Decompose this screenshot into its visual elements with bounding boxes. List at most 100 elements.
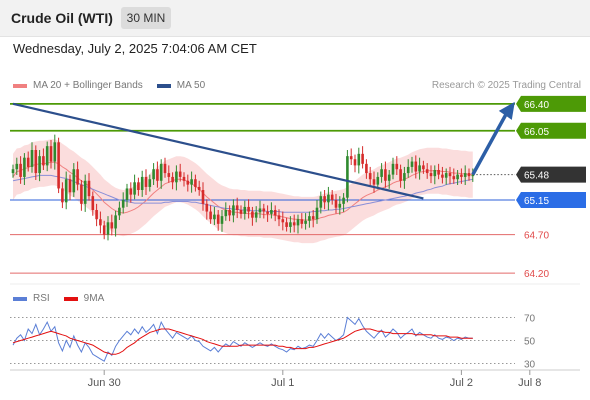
- candle-body: [53, 142, 57, 162]
- candle-body: [285, 222, 288, 227]
- candle-body: [224, 210, 228, 217]
- candle-body: [133, 182, 136, 195]
- candle-body: [342, 197, 345, 204]
- candle-body: [346, 156, 349, 198]
- candle-body: [429, 173, 433, 177]
- candle-body: [30, 150, 34, 167]
- candle-body: [376, 176, 380, 185]
- candle-body: [80, 184, 83, 204]
- candle-body: [140, 176, 144, 190]
- candle-body: [372, 179, 376, 185]
- legend-item-9ma: 9MA: [63, 293, 105, 304]
- candle-body: [304, 220, 307, 224]
- report-timestamp: Wednesday, July 2, 2025 7:04:06 AM CET: [13, 41, 257, 56]
- level-label-66.40: 66.40: [524, 100, 549, 111]
- candle-body: [380, 169, 383, 177]
- legend-item-rsi: RSI: [13, 293, 50, 304]
- candle-body: [190, 179, 193, 185]
- candle-body: [251, 211, 254, 218]
- candle-body: [327, 194, 330, 203]
- candle-body: [129, 188, 133, 195]
- candle-body: [266, 211, 269, 214]
- candles-layer: [11, 134, 475, 241]
- candle-body: [34, 150, 38, 174]
- level-tag-65.15: [516, 192, 586, 208]
- candle-body: [292, 222, 296, 226]
- candle-body: [349, 156, 353, 160]
- candle-body: [194, 179, 197, 187]
- rsi-tick-label: 50: [524, 337, 536, 348]
- candle-body: [11, 169, 15, 174]
- bollinger-band: [13, 139, 473, 244]
- candle-body: [353, 159, 357, 166]
- candle-body: [83, 180, 87, 204]
- candle-body: [235, 205, 239, 210]
- interval-badge[interactable]: 30 MIN: [121, 7, 171, 29]
- candle-body: [42, 156, 45, 166]
- candle-body: [254, 212, 258, 218]
- candle-body: [262, 208, 266, 212]
- candle-body: [110, 222, 114, 229]
- level-tag-66.05: [516, 122, 586, 139]
- candle-body: [61, 188, 64, 203]
- candle-body: [209, 211, 212, 220]
- candle-body: [159, 163, 163, 181]
- level-label-66.05: 66.05: [524, 127, 549, 138]
- candle-body: [357, 153, 361, 166]
- candle-body: [323, 196, 326, 203]
- levels-layer: [10, 102, 515, 274]
- candle-body: [422, 165, 425, 170]
- candle-body: [463, 173, 467, 177]
- time-axis-layer: Jun 30 Jul 1 Jul 2 Jul 8: [10, 369, 580, 389]
- candle-body: [76, 169, 79, 185]
- level-tag-65.48: [516, 166, 586, 183]
- candle-body: [49, 146, 53, 162]
- ma9-swatch: [63, 296, 78, 301]
- candle-body: [247, 206, 250, 212]
- candle-body: [277, 215, 281, 220]
- candle-body: [270, 210, 273, 214]
- candle-body: [391, 163, 395, 175]
- candle-body: [399, 169, 402, 181]
- candle-body: [452, 176, 456, 180]
- candle-body: [114, 215, 117, 229]
- projection-arrowhead: [498, 101, 515, 120]
- candle-body: [361, 153, 364, 164]
- legend-label-rsi: RSI: [33, 293, 50, 304]
- candle-body: [197, 186, 201, 190]
- candle-body: [441, 174, 444, 178]
- candle-body: [186, 180, 190, 185]
- rsi-9ma-line: [12, 328, 473, 355]
- price-legend: MA 20 + Bollinger Bands MA 50: [13, 80, 219, 91]
- candle-body: [91, 196, 95, 210]
- candle-body: [148, 179, 152, 187]
- candle-body: [121, 200, 125, 208]
- time-tick-label: Jul 8: [518, 377, 541, 389]
- legend-label-9ma: 9MA: [83, 293, 105, 304]
- candle-body: [228, 210, 231, 216]
- candle-body: [182, 176, 186, 181]
- candle-body: [23, 157, 26, 177]
- candle-body: [64, 179, 68, 203]
- candle-body: [144, 176, 148, 187]
- candle-body: [406, 166, 410, 174]
- projection-arrow: [471, 112, 509, 176]
- candle-body: [213, 214, 216, 220]
- legend-label-ma50: MA 50: [176, 80, 206, 91]
- candle-body: [395, 163, 399, 170]
- candle-body: [216, 214, 220, 224]
- candle-body: [403, 173, 406, 181]
- candle-body: [152, 169, 155, 180]
- candle-body: [68, 179, 72, 193]
- price-labels-layer: 66.40 66.05 65.48 65.15 64.70 64.20: [516, 95, 586, 280]
- candle-body: [273, 210, 277, 216]
- candle-body: [308, 216, 311, 221]
- candle-body: [178, 171, 182, 177]
- candle-body: [99, 219, 102, 226]
- candle-body: [201, 190, 205, 204]
- candle-body: [384, 169, 387, 181]
- time-tick-label: Jul 1: [271, 377, 294, 389]
- candle-body: [137, 182, 140, 190]
- candle-body: [444, 173, 448, 178]
